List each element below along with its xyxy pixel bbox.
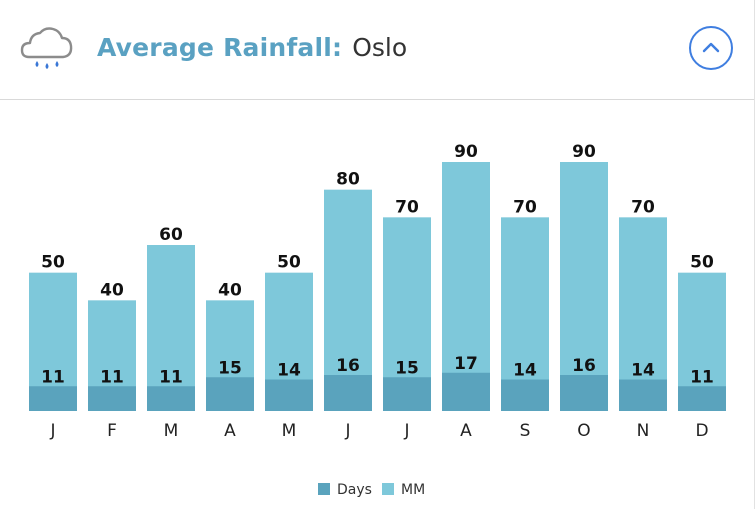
collapse-button[interactable] — [689, 26, 733, 70]
mm-bar — [560, 162, 608, 411]
days-bar — [206, 377, 254, 411]
legend-mm-label: MM — [401, 482, 425, 498]
mm-data-label: 70 — [513, 197, 537, 217]
x-tick-label: O — [577, 421, 590, 441]
chevron-up-icon — [702, 42, 720, 53]
days-data-label: 14 — [277, 361, 301, 381]
legend-mm-swatch — [382, 483, 394, 495]
rainfall-bar-chart: 50 11 J 40 11 F 60 11 M 40 15 A 50 14 M 80 16 J 70 15 J 90 17 A… — [29, 142, 726, 498]
mm-data-label: 40 — [100, 280, 124, 300]
mm-data-label: 90 — [454, 142, 478, 162]
mm-bar — [147, 245, 195, 411]
mm-data-label: 50 — [277, 253, 301, 273]
rain-cloud-icon — [20, 24, 74, 74]
x-tick-label: M — [164, 421, 179, 441]
mm-data-label: 50 — [41, 253, 65, 273]
days-data-label: 11 — [100, 367, 124, 387]
days-bar — [501, 379, 549, 411]
legend-days-label: Days — [337, 482, 372, 498]
days-bar — [88, 386, 136, 411]
mm-data-label: 70 — [631, 197, 655, 217]
x-tick-label: J — [403, 421, 409, 441]
x-tick-label: M — [282, 421, 297, 441]
mm-bar — [501, 217, 549, 411]
x-tick-label: A — [460, 421, 472, 441]
days-data-label: 15 — [218, 358, 242, 378]
legend-days-swatch — [318, 483, 330, 495]
x-tick-label: A — [224, 421, 236, 441]
mm-data-label: 50 — [690, 253, 714, 273]
mm-data-label: 80 — [336, 170, 360, 190]
title-label: Average Rainfall: — [97, 33, 343, 62]
x-tick-label: D — [695, 421, 708, 441]
days-data-label: 17 — [454, 354, 478, 374]
days-bar — [147, 386, 195, 411]
city-name: Oslo — [352, 33, 408, 62]
x-tick-label: S — [520, 421, 531, 441]
days-data-label: 14 — [513, 361, 537, 381]
x-tick-label: J — [344, 421, 350, 441]
days-data-label: 16 — [572, 356, 596, 376]
days-data-label: 14 — [631, 361, 655, 381]
days-bar — [265, 379, 313, 411]
days-bar — [560, 375, 608, 411]
days-data-label: 11 — [41, 367, 65, 387]
days-data-label: 11 — [159, 367, 183, 387]
days-bar — [678, 386, 726, 411]
x-tick-label: N — [637, 421, 650, 441]
mm-bar — [324, 189, 372, 411]
chart-title: Average Rainfall: Oslo — [97, 28, 407, 68]
days-bar — [619, 379, 667, 411]
card-header: Average Rainfall: Oslo — [0, 0, 754, 100]
mm-data-label: 40 — [218, 280, 242, 300]
days-data-label: 11 — [690, 367, 714, 387]
mm-data-label: 70 — [395, 197, 419, 217]
days-data-label: 16 — [336, 356, 360, 376]
days-bar — [442, 372, 490, 411]
mm-data-label: 90 — [572, 142, 596, 162]
days-data-label: 15 — [395, 358, 419, 378]
x-tick-label: J — [49, 421, 55, 441]
mm-bar — [619, 217, 667, 411]
mm-data-label: 60 — [159, 225, 183, 245]
x-tick-label: F — [107, 421, 117, 441]
days-bar — [324, 375, 372, 411]
days-bar — [383, 377, 431, 411]
mm-bar — [442, 162, 490, 411]
days-bar — [29, 386, 77, 411]
